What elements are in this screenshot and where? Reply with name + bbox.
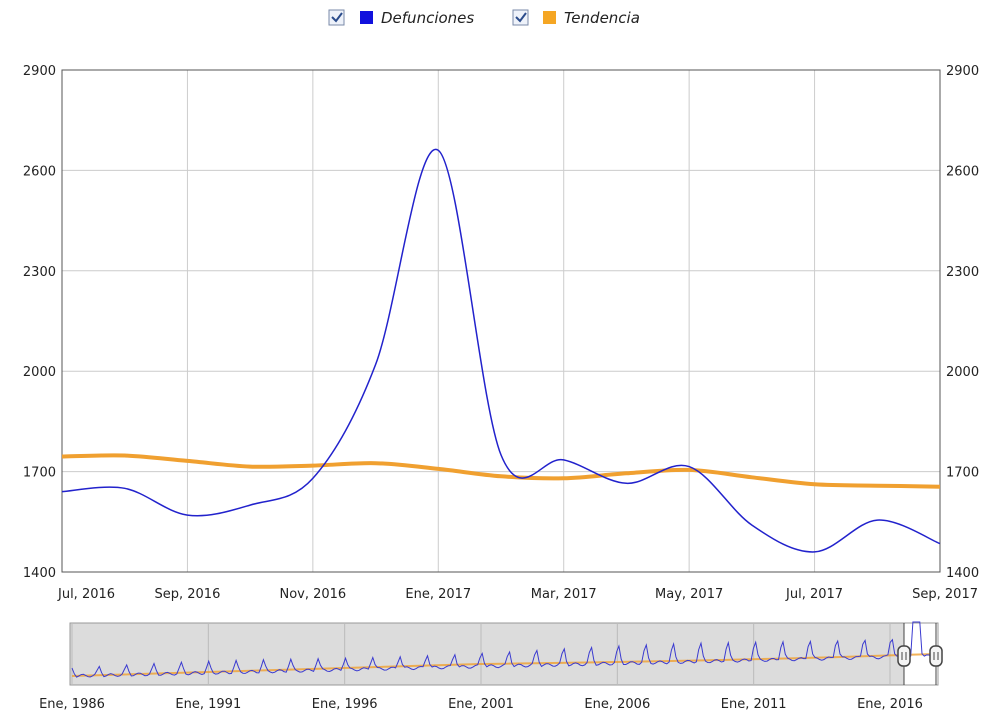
y-tick-label-left: 2600 <box>23 164 56 179</box>
legend-swatch-defunciones <box>360 11 373 24</box>
check-icon <box>515 12 527 23</box>
y-tick-label-left: 2300 <box>23 265 56 280</box>
series-line-tendencia[interactable] <box>61 453 941 489</box>
x-axis: Jul, 2016 Sep, 2016 Nov, 2016 Ene, 2017 Mar,… <box>57 587 978 602</box>
legend-checkbox-tendencia[interactable] <box>512 9 529 26</box>
navigator[interactable]: Ene, 1986 Ene, 1991 Ene, 1996 Ene, 2001 Ene,… <box>39 621 943 712</box>
legend-label-tendencia: Tendencia <box>564 9 640 27</box>
navigator-tick-label: Ene, 2011 <box>721 697 787 712</box>
navigator-line-defunciones <box>71 621 939 678</box>
legend-label-defunciones: Defunciones <box>381 9 474 27</box>
navigator-tick-label: Ene, 1996 <box>312 697 378 712</box>
navigator-handle-right[interactable] <box>929 623 943 685</box>
y-tick-label-left: 2000 <box>23 365 56 380</box>
navigator-background <box>69 622 939 686</box>
y-tick-label-right: 2600 <box>946 164 979 179</box>
x-tick-label: Nov, 2016 <box>279 587 346 602</box>
legend: Defunciones Tendencia <box>328 9 640 27</box>
x-tick-label: Mar, 2017 <box>531 587 597 602</box>
plot-frame <box>61 69 941 573</box>
x-tick-label: Jul, 2017 <box>785 587 843 602</box>
navigator-line-tendencia <box>71 653 937 677</box>
y-tick-label-right: 1700 <box>946 466 979 481</box>
x-tick-label: May, 2017 <box>655 587 723 602</box>
navigator-tick-label: Ene, 2016 <box>857 697 923 712</box>
navigator-tick-label: Ene, 2001 <box>448 697 514 712</box>
series-layer <box>61 148 941 553</box>
x-tick-label: Sep, 2017 <box>912 587 978 602</box>
navigator-tick-label: Ene, 1991 <box>175 697 241 712</box>
y-axis-left: 1400 1700 2000 2300 2600 2900 <box>23 64 56 581</box>
navigator-x-axis: Ene, 1986 Ene, 1991 Ene, 1996 Ene, 2001 Ene,… <box>39 697 923 712</box>
y-tick-label-right: 1400 <box>946 566 979 581</box>
y-tick-label-right: 2900 <box>946 64 979 79</box>
series-line-defunciones[interactable] <box>61 148 941 553</box>
y-tick-label-left: 2900 <box>23 64 56 79</box>
y-tick-label-right: 2000 <box>946 365 979 380</box>
x-tick-label: Ene, 2017 <box>405 587 471 602</box>
navigator-grid <box>71 623 891 685</box>
y-axis-right: 1400 1700 2000 2300 2600 2900 <box>946 64 979 581</box>
navigator-tick-label: Ene, 1986 <box>39 697 105 712</box>
legend-item-tendencia[interactable]: Tendencia <box>512 9 640 27</box>
check-icon <box>331 12 343 23</box>
legend-checkbox-defunciones[interactable] <box>328 9 345 26</box>
legend-swatch-tendencia <box>543 11 556 24</box>
x-tick-label: Sep, 2016 <box>154 587 220 602</box>
grid <box>61 69 941 573</box>
y-tick-label-left: 1400 <box>23 566 56 581</box>
navigator-handle-left[interactable] <box>897 623 911 685</box>
y-tick-label-right: 2300 <box>946 265 979 280</box>
navigator-tick-label: Ene, 2006 <box>584 697 650 712</box>
y-tick-label-left: 1700 <box>23 466 56 481</box>
x-tick-label: Jul, 2016 <box>57 587 115 602</box>
legend-item-defunciones[interactable]: Defunciones <box>328 9 474 27</box>
